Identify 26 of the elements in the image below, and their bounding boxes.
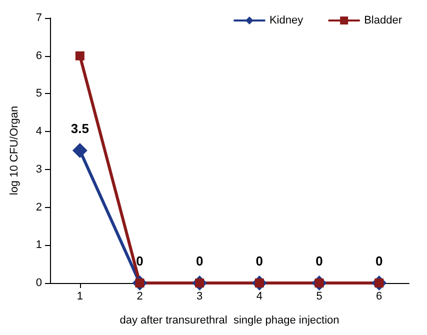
x-axis-title: day after transurethral single phage injection [120, 314, 340, 326]
x-tick-label: 3 [196, 290, 203, 302]
legend-label: Kidney [269, 14, 304, 26]
y-tick-label: 3 [36, 163, 42, 176]
point [75, 51, 84, 60]
y-tick-label: 5 [36, 88, 42, 100]
y-tick-label: 4 [36, 126, 42, 138]
x-tick-label: 4 [256, 290, 262, 302]
data-label: 3.5 [70, 121, 89, 136]
data-label: 0 [256, 254, 264, 268]
y-tick-label: 0 [36, 277, 42, 289]
y-tick-label: 7 [36, 12, 42, 24]
point [72, 143, 88, 158]
x-tick-label: 6 [376, 290, 382, 302]
data-label: 0 [196, 254, 204, 268]
legend-label: Bladder [364, 14, 402, 26]
data-label: 0 [375, 254, 383, 268]
data-label: 0 [316, 254, 323, 268]
x-tick-label: 2 [136, 290, 143, 302]
x-tick-label: 1 [76, 290, 83, 302]
y-tick-label: 2 [36, 201, 42, 214]
y-tick-label: 6 [36, 50, 42, 62]
data-label: 0 [136, 254, 144, 268]
x-tick-label: 5 [316, 290, 322, 302]
y-axis-title: log 10 CFU/Organ [8, 106, 20, 196]
y-tick-label: 1 [36, 239, 42, 252]
